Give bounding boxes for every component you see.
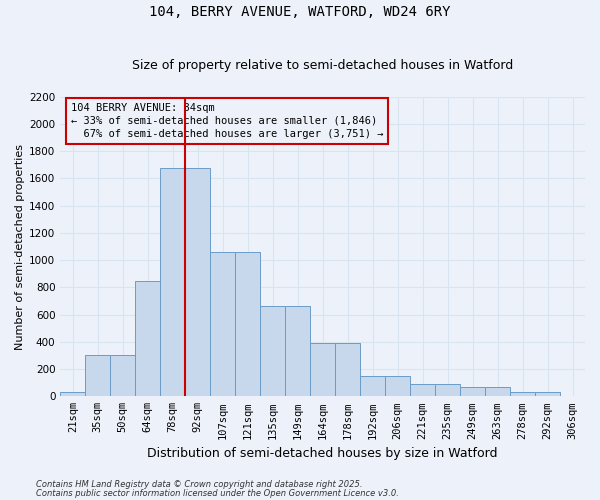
Bar: [535, 392, 560, 396]
Bar: [410, 384, 435, 396]
Y-axis label: Number of semi-detached properties: Number of semi-detached properties: [15, 144, 25, 350]
Bar: [235, 252, 260, 396]
Bar: [385, 376, 410, 396]
Text: 104 BERRY AVENUE: 84sqm
← 33% of semi-detached houses are smaller (1,846)
  67% : 104 BERRY AVENUE: 84sqm ← 33% of semi-de…: [71, 103, 383, 139]
Text: Contains HM Land Registry data © Crown copyright and database right 2025.: Contains HM Land Registry data © Crown c…: [36, 480, 362, 489]
Text: Contains public sector information licensed under the Open Government Licence v3: Contains public sector information licen…: [36, 488, 399, 498]
Bar: [285, 306, 310, 396]
Bar: [60, 392, 85, 396]
Bar: [185, 168, 210, 396]
Title: Size of property relative to semi-detached houses in Watford: Size of property relative to semi-detach…: [132, 59, 513, 72]
Bar: [360, 376, 385, 396]
X-axis label: Distribution of semi-detached houses by size in Watford: Distribution of semi-detached houses by …: [148, 447, 498, 460]
Bar: [110, 356, 135, 397]
Bar: [160, 168, 185, 396]
Bar: [435, 384, 460, 396]
Text: 104, BERRY AVENUE, WATFORD, WD24 6RY: 104, BERRY AVENUE, WATFORD, WD24 6RY: [149, 5, 451, 19]
Bar: [310, 343, 335, 396]
Bar: [460, 387, 485, 396]
Bar: [85, 356, 110, 397]
Bar: [260, 306, 285, 396]
Bar: [135, 280, 160, 396]
Bar: [485, 387, 510, 396]
Bar: [335, 343, 360, 396]
Bar: [510, 392, 535, 396]
Bar: [210, 252, 235, 396]
